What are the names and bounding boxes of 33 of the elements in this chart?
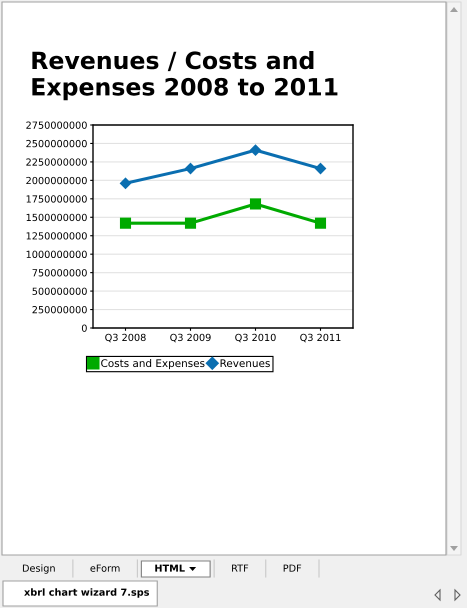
text: xbrl chart wizard 7.sps xyxy=(24,588,150,598)
y-tick-label: 1000000000 xyxy=(26,250,87,258)
text: HTML xyxy=(155,564,185,572)
legend-label: Revenues xyxy=(220,359,270,368)
point xyxy=(184,162,196,174)
point xyxy=(250,198,262,210)
point xyxy=(250,144,262,156)
text: PDF xyxy=(284,564,302,572)
x-tick-label: Q3 2011 xyxy=(300,334,340,342)
text: Design xyxy=(22,564,55,574)
text: RTF xyxy=(232,564,248,572)
x-tick-label: Q3 2010 xyxy=(235,334,276,342)
x-tick-label: Q3 2009 xyxy=(170,334,211,342)
y-tick-label: 2500000000 xyxy=(26,140,87,148)
y-tick-label: 2250000000 xyxy=(26,158,87,166)
y-tick-label: 250000000 xyxy=(32,306,87,314)
y-tick-label: 0 xyxy=(82,324,87,332)
y-tick-label: 2750000000 xyxy=(26,121,87,129)
text: eForm xyxy=(90,564,120,572)
y-tick-label: 1750000000 xyxy=(26,195,87,203)
point xyxy=(184,218,196,229)
point xyxy=(120,218,132,229)
point xyxy=(120,178,132,189)
point xyxy=(314,162,326,174)
point xyxy=(314,218,326,229)
x-tick-label: Q3 2008 xyxy=(105,334,146,342)
y-tick-label: 500000000 xyxy=(32,288,87,295)
y-tick-label: 1500000000 xyxy=(26,214,87,222)
y-tick-label: 1250000000 xyxy=(26,232,87,240)
y-tick-label: 750000000 xyxy=(32,269,87,276)
legend-label: Costs and Expenses xyxy=(101,359,204,370)
chart-title: Revenues / Costs and Expenses 2008 to 2011 xyxy=(32,51,338,100)
y-tick-label: 2000000000 xyxy=(26,176,87,184)
